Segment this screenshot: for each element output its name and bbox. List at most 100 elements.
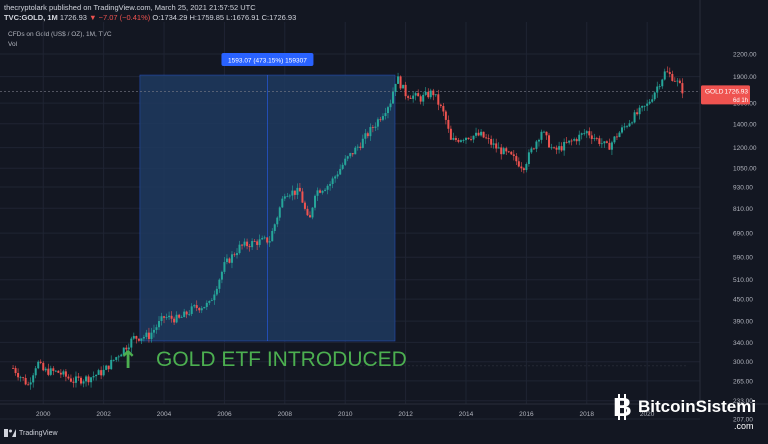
- price-tick-label: 1200.00: [733, 145, 757, 152]
- candle-body: [145, 332, 148, 337]
- price-tick-label: 300.00: [733, 359, 753, 366]
- candle-body: [598, 138, 601, 144]
- candle-body: [613, 136, 616, 143]
- candle-body: [568, 140, 571, 143]
- candle-body: [117, 356, 120, 358]
- candle-body: [147, 332, 150, 339]
- candle-body: [316, 190, 319, 196]
- candle-body: [464, 137, 467, 141]
- candle-body: [173, 318, 176, 323]
- candle-body: [615, 136, 618, 138]
- candle-body: [311, 207, 314, 218]
- candle-body: [620, 127, 623, 133]
- candle-body: [14, 368, 17, 374]
- candle-body: [17, 373, 20, 378]
- candle-body: [595, 138, 598, 140]
- time-tick-label: 2010: [338, 411, 353, 418]
- time-tick-label: 2008: [278, 411, 293, 418]
- candle-body: [578, 134, 581, 142]
- candle-body: [85, 376, 88, 382]
- candle-body: [399, 76, 402, 89]
- candle-body: [263, 237, 266, 239]
- candle-body: [608, 142, 611, 150]
- candle-body: [459, 140, 462, 142]
- candle-body: [386, 107, 389, 114]
- candle-body: [168, 315, 171, 318]
- candle-body: [87, 376, 90, 383]
- candle-body: [256, 241, 259, 245]
- candle-body: [180, 317, 183, 318]
- candle-body: [296, 187, 299, 195]
- candle-body: [656, 86, 659, 93]
- candle-body: [210, 300, 213, 301]
- last-price: 1726.93: [59, 13, 87, 22]
- candle-body: [49, 368, 52, 375]
- candle-body: [193, 305, 196, 307]
- candle-body: [419, 96, 422, 102]
- candle-body: [424, 91, 427, 95]
- time-tick-label: 2018: [580, 411, 595, 418]
- candle-body: [339, 168, 342, 175]
- annotation-label: GOLD ETF INTRODUCED: [156, 348, 407, 371]
- candle-body: [633, 112, 636, 123]
- footer-brand[interactable]: TradingView: [4, 429, 58, 437]
- candle-body: [278, 207, 281, 218]
- candle-body: [243, 241, 246, 246]
- candle-body: [646, 103, 649, 106]
- candle-body: [500, 147, 503, 155]
- candle-body: [39, 361, 42, 363]
- time-tick-label: 2016: [519, 411, 534, 418]
- candle-body: [266, 237, 269, 243]
- candle-body: [550, 147, 553, 149]
- candle-body: [600, 143, 603, 145]
- candle-body: [427, 91, 430, 98]
- candle-body: [671, 73, 674, 81]
- price-tick-label: 265.00: [733, 378, 753, 385]
- candle-body: [308, 215, 311, 218]
- candle-body: [334, 176, 337, 179]
- watermark-domain: .com: [734, 421, 754, 431]
- candle-body: [570, 140, 573, 142]
- candle-body: [502, 148, 505, 155]
- candle-body: [381, 116, 384, 120]
- candle-body: [626, 126, 629, 128]
- candle-body: [346, 156, 349, 159]
- candle-body: [490, 138, 493, 145]
- candle-body: [618, 132, 621, 138]
- candle-body: [394, 83, 397, 92]
- candle-body: [185, 311, 188, 315]
- candle-body: [170, 315, 173, 319]
- candle-body: [64, 371, 67, 377]
- price-tick-label: 1050.00: [733, 166, 757, 173]
- volume-label: Vol: [8, 41, 18, 48]
- candle-body: [150, 332, 153, 339]
- candle-body: [638, 107, 641, 115]
- candle-body: [651, 99, 654, 102]
- candle-body: [42, 362, 45, 371]
- candle-body: [530, 148, 533, 153]
- candle-body: [95, 374, 98, 377]
- candle-body: [429, 90, 432, 98]
- candle-body: [593, 138, 596, 140]
- candle-body: [298, 187, 301, 192]
- candle-body: [288, 195, 291, 197]
- candle-body: [512, 154, 515, 157]
- candle-body: [165, 317, 168, 318]
- candle-body: [507, 151, 510, 153]
- price-tick-label: 690.00: [733, 231, 753, 238]
- price-tick-label: 207.00: [733, 417, 753, 424]
- candle-body: [236, 253, 239, 256]
- candle-body: [261, 238, 264, 240]
- time-tick-label: 2020: [640, 411, 655, 418]
- candle-body: [535, 141, 538, 149]
- candle-body: [558, 146, 561, 150]
- candle-body: [74, 376, 77, 383]
- candle-body: [72, 381, 75, 383]
- candle-body: [127, 347, 130, 350]
- candle-body: [560, 146, 563, 151]
- candle-body: [37, 361, 40, 369]
- tradingview-logo-icon: [4, 429, 16, 437]
- candle-body: [200, 308, 203, 311]
- candle-body: [208, 300, 211, 303]
